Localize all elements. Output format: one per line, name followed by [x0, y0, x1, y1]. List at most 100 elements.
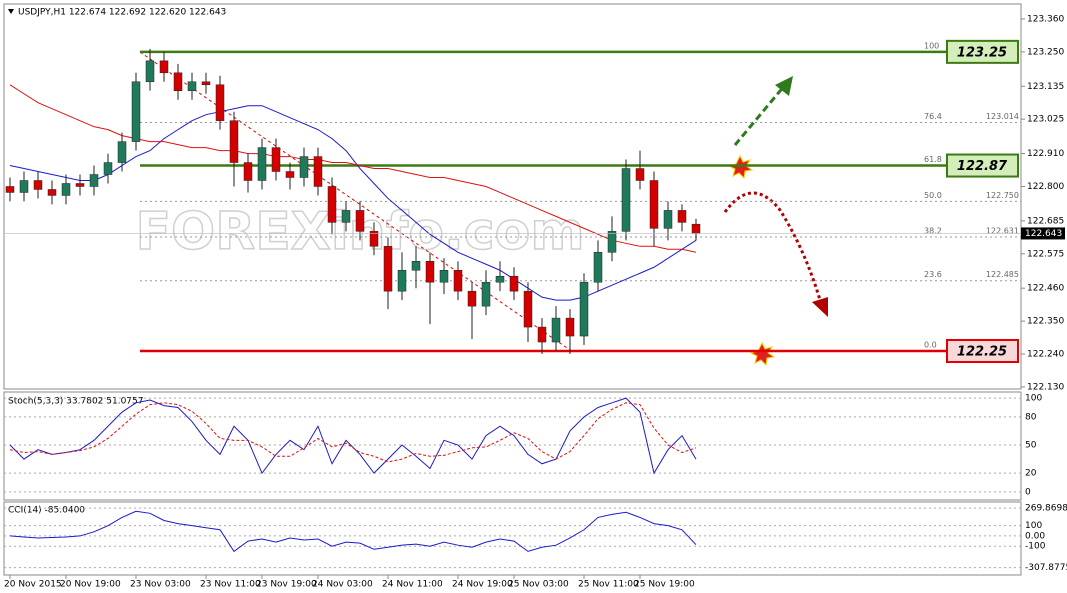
candle-body [271, 147, 281, 172]
down-arrow [723, 191, 822, 301]
y-tick-label: 123.250 [1027, 47, 1064, 57]
candle-body [565, 317, 575, 337]
candle-body [341, 210, 351, 223]
y-tick-label: 122.240 [1027, 350, 1064, 360]
main-panel [3, 3, 1022, 390]
candle-body [243, 162, 253, 181]
candle-body [495, 275, 505, 283]
candle-body [383, 246, 393, 292]
candle-body [229, 120, 239, 163]
fib-level-label: 0.0 [924, 341, 937, 350]
candle-body [19, 180, 29, 193]
x-tick-label: 23 Nov 03:00 [130, 580, 191, 590]
x-tick-label: 25 Nov 03:00 [508, 580, 569, 590]
candle-body [411, 261, 421, 271]
y-tick-label: 122.910 [1027, 149, 1064, 159]
candle-body [523, 290, 533, 328]
y-tick-label: 123.360 [1027, 14, 1064, 24]
candle-body [691, 223, 701, 234]
candle-body [481, 281, 491, 307]
x-tick-label: 24 Nov 03:00 [312, 580, 373, 590]
candle-body [173, 72, 183, 92]
candle-body [327, 186, 337, 223]
candle-body [453, 269, 463, 292]
y-tick-label: 122.800 [1027, 182, 1064, 192]
y-tick-label: 0.00 [1025, 531, 1045, 541]
candle-body [33, 180, 43, 190]
current-price-tag [1021, 227, 1065, 240]
candle-body [117, 141, 127, 163]
menu-icon [8, 9, 14, 14]
fib-level-label: 38.2 [924, 227, 942, 236]
candle-body [621, 168, 631, 232]
x-tick-label: 24 Nov 19:00 [452, 580, 513, 590]
candle-body [607, 231, 617, 253]
y-tick-label: 100 [1025, 394, 1042, 404]
candle-body [131, 81, 141, 142]
x-tick-label: 23 Nov 11:00 [200, 580, 261, 590]
y-tick-label: 123.135 [1027, 82, 1064, 92]
fib-level-label: 23.6 [924, 270, 942, 279]
y-tick-label: 100 [1025, 521, 1042, 531]
candle-body [187, 81, 197, 92]
fib-price-label: 123.014 [986, 112, 1019, 121]
candle-body [285, 171, 295, 178]
cci-label: CCI(14) -85.0400 [8, 506, 85, 516]
current-price-label: 122.643 [1025, 229, 1062, 239]
price-box [946, 153, 1019, 178]
candle-body [579, 281, 589, 337]
burst-icon [749, 341, 776, 367]
candle-body [201, 81, 211, 86]
candle-body [467, 290, 477, 307]
indicator-line [9, 510, 697, 553]
fib-price-label: 122.750 [986, 191, 1019, 200]
candle-body [355, 210, 365, 232]
candle-body [159, 60, 169, 74]
fib-level-label: 61.8 [924, 155, 942, 164]
y-tick-label: 50 [1025, 441, 1037, 451]
x-tick-label: 20 Nov 19:00 [60, 580, 121, 590]
chart-title: USDJPY,H1 122.674 122.692 122.620 122.64… [18, 8, 226, 18]
candle-body [649, 180, 659, 229]
price-box-label: 122.87 [957, 159, 1008, 174]
y-tick-label: 122.130 [1027, 382, 1064, 392]
y-tick-label: 122.685 [1027, 216, 1064, 226]
candle-body [509, 275, 519, 292]
candle-body [313, 156, 323, 187]
fib-level-label: 100 [924, 41, 939, 50]
y-tick-label: 122.575 [1027, 249, 1064, 259]
x-tick-label: 25 Nov 11:00 [578, 580, 639, 590]
fib-price-label: 122.631 [986, 227, 1019, 236]
y-tick-label: -307.8775 [1025, 563, 1067, 573]
y-tick-label: 80 [1025, 412, 1037, 422]
x-tick-label: 23 Nov 19:00 [256, 580, 317, 590]
moving-average [9, 84, 697, 253]
y-tick-label: 20 [1025, 469, 1037, 479]
candle-body [257, 147, 267, 181]
cci-panel [3, 501, 1022, 576]
candle-body [215, 84, 225, 121]
fib-level-label: 50.0 [924, 191, 942, 200]
candle-body [663, 210, 673, 229]
stoch-panel [3, 391, 1022, 501]
candle-body [103, 162, 113, 175]
x-tick-label: 20 Nov 2015 [4, 580, 62, 590]
candle-body [677, 210, 687, 223]
up-arrow [733, 84, 787, 146]
candle-body [537, 326, 547, 343]
indicator-line [9, 402, 697, 463]
price-box [946, 339, 1019, 364]
down-arrowhead [812, 297, 828, 317]
candle-body [593, 252, 603, 283]
y-tick-label: 269.8698 [1025, 504, 1067, 514]
candle-body [47, 189, 57, 196]
candle-body [145, 60, 155, 83]
y-tick-label: -100 [1025, 542, 1046, 552]
candle-body [425, 261, 435, 283]
candle-body [61, 183, 71, 196]
price-box-label: 123.25 [957, 45, 1007, 60]
fib-price-label: 122.485 [986, 270, 1019, 279]
candle-body [89, 174, 99, 187]
